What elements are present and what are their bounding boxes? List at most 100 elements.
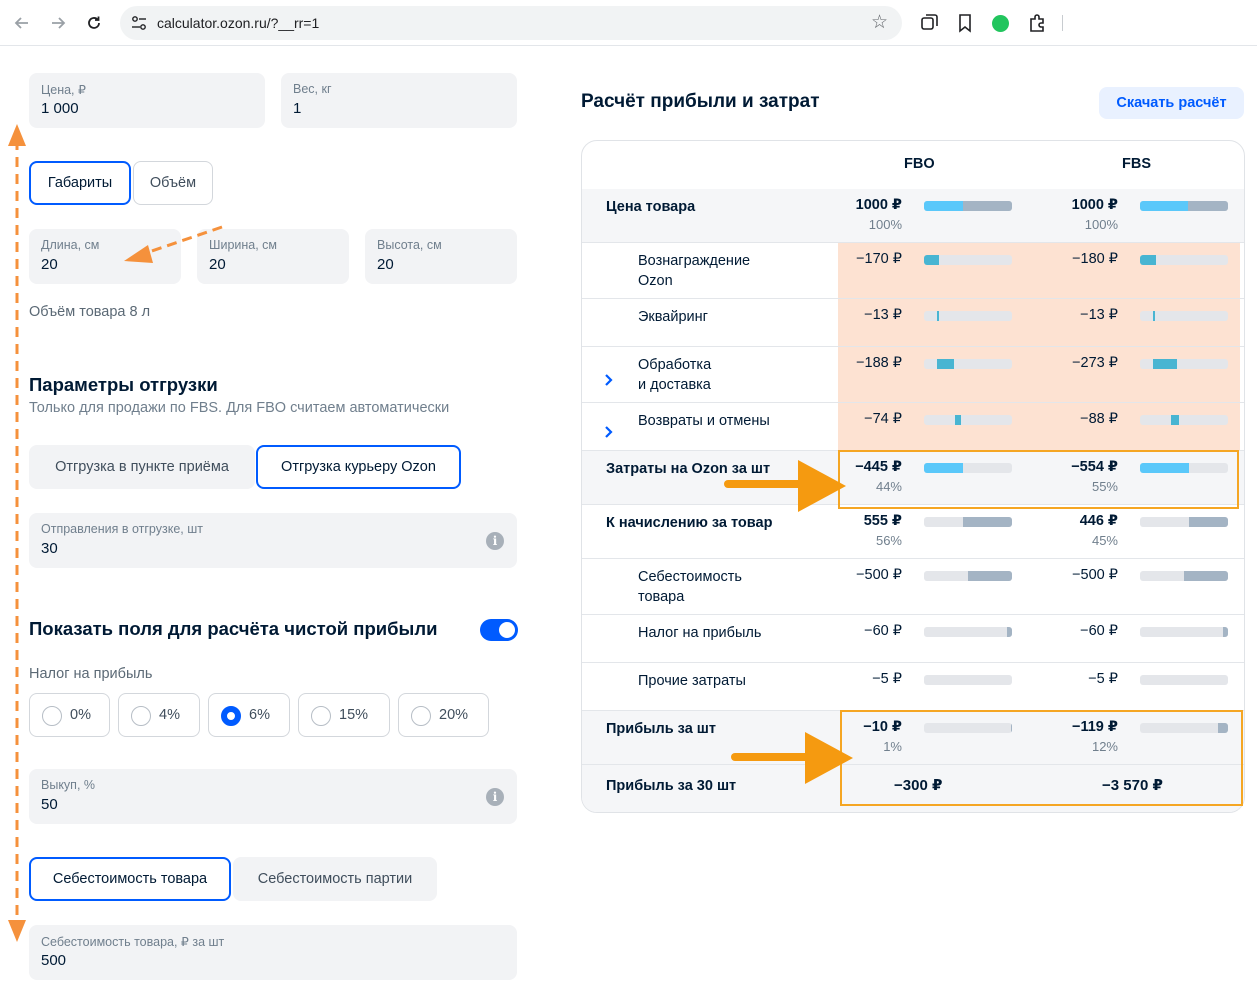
info-icon[interactable]: i [486, 532, 504, 550]
row-label: Эквайринг [638, 309, 708, 325]
buyout-value[interactable]: 50 [41, 796, 58, 813]
extensions-icon[interactable] [1026, 12, 1048, 34]
tax-option-20[interactable]: 20% [398, 693, 489, 737]
tax-option-15[interactable]: 15% [298, 693, 390, 737]
tab-batch-cost[interactable]: Себестоимость партии [233, 857, 437, 901]
amount-fbo: −300 ₽ [894, 777, 943, 794]
table-row: Эквайринг −13 ₽ −13 ₽ [582, 299, 1244, 347]
bookmark-star-icon[interactable]: ☆ [870, 12, 888, 33]
width-value[interactable]: 20 [209, 256, 226, 273]
bar-fbs [1140, 415, 1228, 425]
radio-circle[interactable] [311, 706, 331, 726]
table-row: Налог на прибыль −60 ₽ −60 ₽ [582, 615, 1244, 663]
reload-icon[interactable] [82, 11, 106, 35]
bar-fbs [1140, 463, 1228, 473]
bar-fill [1140, 201, 1189, 211]
tax-option-4[interactable]: 4% [118, 693, 200, 737]
table-row[interactable]: Возвраты и отмены −74 ₽ −88 ₽ [582, 403, 1244, 451]
tab-dropoff-point[interactable]: Отгрузка в пункте приёма [29, 445, 255, 489]
tab-dimensions[interactable]: Габариты [29, 161, 131, 205]
weight-field[interactable]: Вес, кг 1 [281, 73, 517, 128]
tab-courier-pickup[interactable]: Отгрузка курьеру Ozon [256, 445, 461, 489]
price-value[interactable]: 1 000 [41, 100, 79, 117]
amount-fbo: −60 ₽ [864, 623, 902, 639]
bar-fbo [924, 723, 1012, 733]
bar-fbs [1140, 627, 1228, 637]
back-icon[interactable] [10, 11, 34, 35]
bookmarks-icon[interactable] [954, 12, 976, 34]
bar-fbs [1140, 723, 1228, 733]
table-row: Прибыль за 30 шт −300 ₽ −3 570 ₽ [582, 765, 1244, 812]
bar-fbo [924, 517, 1012, 527]
price-field[interactable]: Цена, ₽ 1 000 [29, 73, 265, 128]
bar-fill [1153, 311, 1156, 321]
row-label: К начислению за товар [606, 515, 773, 531]
amount-fbo: −445 ₽ [855, 459, 902, 475]
weight-value[interactable]: 1 [293, 100, 302, 117]
download-button[interactable]: Скачать расчёт [1099, 87, 1244, 119]
url-text[interactable]: calculator.ozon.ru/?__rr=1 [157, 15, 320, 31]
table-row: К начислению за товар 555 ₽ 56% 446 ₽ 45% [582, 505, 1244, 559]
bar-fill [1170, 415, 1179, 425]
chevron-right-icon[interactable] [602, 373, 616, 387]
row-divider [582, 614, 1244, 615]
bar-fbo [924, 255, 1012, 265]
buyout-field[interactable]: Выкуп, % 50 i [29, 769, 517, 824]
unit-cost-field[interactable]: Себестоимость товара, ₽ за шт 500 [29, 925, 517, 980]
chevron-right-icon[interactable] [602, 425, 616, 439]
toggle-knob [499, 622, 515, 638]
height-field[interactable]: Высота, см 20 [365, 229, 517, 284]
forward-icon[interactable] [46, 11, 70, 35]
row-label: Цена товара [606, 199, 696, 215]
row-divider [582, 242, 1244, 243]
percent-fbo: 56% [875, 533, 902, 548]
address-bar[interactable]: calculator.ozon.ru/?__rr=1 ☆ [120, 6, 902, 40]
tab-unit-cost[interactable]: Себестоимость товара [29, 857, 231, 901]
browser-toolbar: calculator.ozon.ru/?__rr=1 ☆ [0, 0, 1257, 46]
tax-option-0[interactable]: 0% [29, 693, 110, 737]
length-field[interactable]: Длина, см 20 [29, 229, 181, 284]
percent-fbo: 100% [868, 217, 902, 232]
tab-volume[interactable]: Объём [133, 161, 213, 205]
radio-circle[interactable] [411, 706, 431, 726]
orange-vertical-double-arrow [8, 124, 26, 942]
bar-fbs [1140, 255, 1228, 265]
radio-circle-checked[interactable] [221, 706, 241, 726]
bar-fbs [1140, 201, 1228, 211]
info-icon[interactable]: i [486, 788, 504, 806]
table-row[interactable]: Обработка и доставка −188 ₽ −273 ₽ [582, 347, 1244, 403]
width-label: Ширина, см [209, 238, 278, 252]
unit-cost-value[interactable]: 500 [41, 952, 67, 969]
site-settings-icon[interactable] [130, 14, 148, 32]
row-divider [582, 662, 1244, 663]
shipments-field[interactable]: Отправления в отгрузке, шт 30 i [29, 513, 517, 568]
amount-fbo: 1000 ₽ [855, 197, 902, 213]
bar-fill [1011, 723, 1012, 733]
shipping-subtitle: Только для продажи по FBS. Для FBO счита… [29, 400, 450, 416]
height-value[interactable]: 20 [377, 256, 394, 273]
width-field[interactable]: Ширина, см 20 [197, 229, 349, 284]
radio-circle[interactable] [42, 706, 62, 726]
net-profit-toggle[interactable] [480, 619, 518, 641]
bar-fill [1188, 201, 1228, 211]
amount-fbs: 1000 ₽ [1071, 197, 1118, 213]
column-fbo: FBO [904, 156, 935, 172]
tax-option-6[interactable]: 6% [208, 693, 290, 737]
height-label: Высота, см [377, 238, 442, 252]
weight-label: Вес, кг [293, 82, 332, 96]
shipments-value[interactable]: 30 [41, 540, 58, 557]
row-label: Себестоимость товара [638, 569, 742, 605]
tax-option-label: 4% [159, 707, 180, 723]
percent-fbs: 45% [1091, 533, 1118, 548]
length-value[interactable]: 20 [41, 256, 58, 273]
bar-fill [937, 311, 940, 321]
net-profit-title: Показать поля для расчёта чистой прибыли [29, 618, 438, 639]
profile-status-icon[interactable] [992, 15, 1009, 32]
radio-circle[interactable] [131, 706, 151, 726]
profit-table: FBO FBS Цена товара 1000 ₽ 100% 1000 ₽ 100% В… [581, 140, 1245, 813]
amount-fbo: −5 ₽ [872, 671, 902, 687]
tab-groups-icon[interactable] [918, 12, 940, 34]
bar-fill [1153, 359, 1178, 369]
bar-fill [963, 517, 1012, 527]
bar-fill [1140, 255, 1156, 265]
